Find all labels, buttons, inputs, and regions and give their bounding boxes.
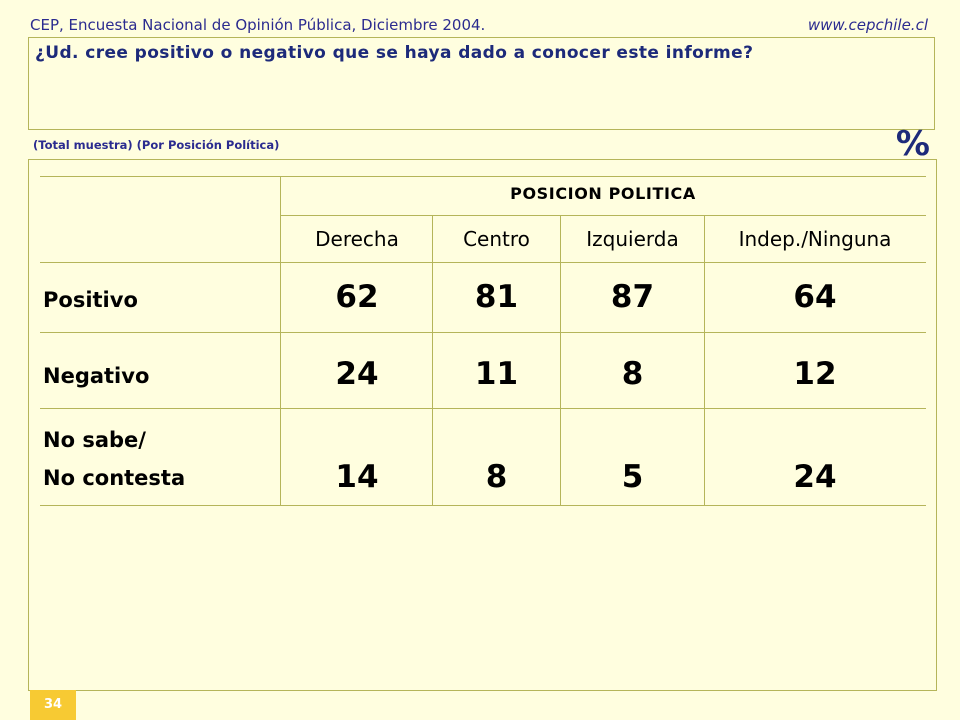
row-label-positivo: Positivo [43, 288, 138, 312]
table-rule-row2 [40, 408, 926, 409]
table-divider-2 [560, 215, 561, 505]
cell-negativo-centro: 11 [474, 356, 519, 392]
table-divider-3 [704, 215, 705, 505]
cell-positivo-indep: 64 [793, 279, 837, 315]
row-label-no-contesta: No contesta [43, 466, 186, 490]
table-rule-group [280, 215, 926, 216]
column-header-centro: Centro [463, 227, 530, 251]
table-rule-bottom [40, 505, 926, 506]
sample-subtitle: (Total muestra) (Por Posición Política) [33, 138, 280, 152]
group-header: POSICION POLITICA [510, 184, 696, 203]
column-header-derecha: Derecha [315, 227, 399, 251]
source-header: CEP, Encuesta Nacional de Opinión Públic… [30, 16, 486, 34]
table-rule-top [40, 176, 926, 177]
cell-nosabe-derecha: 14 [335, 459, 379, 495]
website-link[interactable]: www.cepchile.cl [807, 16, 928, 34]
table-rule-header [40, 262, 926, 263]
table-rule-row1 [40, 332, 926, 333]
cell-positivo-centro: 81 [474, 279, 519, 315]
cell-negativo-indep: 12 [793, 356, 837, 392]
table-divider-label [280, 176, 281, 505]
cell-nosabe-indep: 24 [793, 459, 837, 495]
cell-negativo-izquierda: 8 [621, 356, 644, 392]
table-divider-1 [432, 215, 433, 505]
cell-positivo-izquierda: 87 [610, 279, 655, 315]
cell-positivo-derecha: 62 [335, 279, 379, 315]
row-label-negativo: Negativo [43, 364, 150, 388]
percent-unit-label: % [895, 124, 930, 164]
question-box: ¿Ud. cree positivo o negativo que se hay… [28, 37, 935, 130]
column-header-indep: Indep./Ninguna [738, 227, 892, 251]
results-table-frame [28, 159, 937, 691]
page-number-badge: 34 [30, 690, 76, 720]
cell-nosabe-izquierda: 5 [621, 459, 644, 495]
question-text: ¿Ud. cree positivo o negativo que se hay… [35, 43, 754, 63]
row-label-no-sabe: No sabe/ [43, 428, 146, 452]
column-header-izquierda: Izquierda [586, 227, 679, 251]
cell-negativo-derecha: 24 [335, 356, 379, 392]
cell-nosabe-centro: 8 [485, 459, 508, 495]
